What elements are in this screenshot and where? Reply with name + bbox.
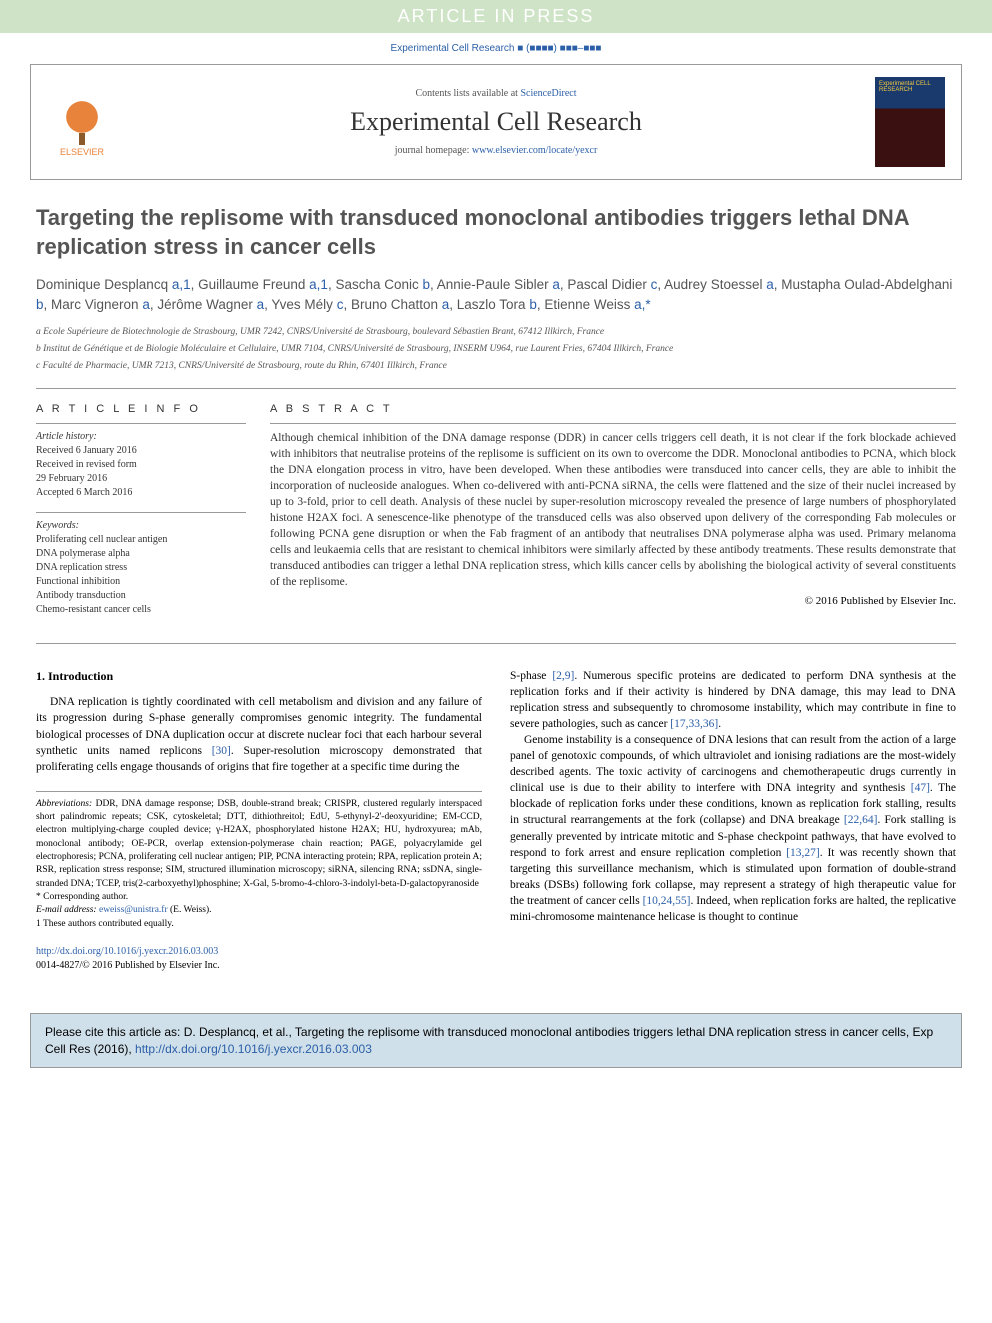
- right-column: S-phase [2,9]. Numerous specific protein…: [510, 668, 956, 973]
- citation-doi-link[interactable]: http://dx.doi.org/10.1016/j.yexcr.2016.0…: [135, 1042, 372, 1056]
- keywords-block: Keywords: Proliferating cell nuclear ant…: [36, 519, 246, 617]
- article-title: Targeting the replisome with transduced …: [36, 204, 956, 261]
- left-column: 1. Introduction DNA replication is tight…: [36, 668, 482, 973]
- cover-title: Experimental CELL RESEARCH: [875, 77, 945, 97]
- history-dates: Received 6 January 2016Received in revis…: [36, 445, 137, 498]
- info-abstract-row: A R T I C L E I N F O Article history: R…: [36, 403, 956, 629]
- doi-link[interactable]: http://dx.doi.org/10.1016/j.yexcr.2016.0…: [36, 946, 218, 957]
- email-link[interactable]: eweiss@unistra.fr: [99, 905, 168, 915]
- intro-para-1: DNA replication is tightly coordinated w…: [36, 694, 482, 774]
- abstract-column: A B S T R A C T Although chemical inhibi…: [270, 403, 956, 629]
- affiliation-b: b Institut de Génétique et de Biologie M…: [36, 343, 956, 356]
- article-history-block: Article history: Received 6 January 2016…: [36, 430, 246, 500]
- right-para-1: S-phase [2,9]. Numerous specific protein…: [510, 668, 956, 732]
- corresponding-author-footnote: * Corresponding author.: [36, 891, 482, 904]
- issn-line: 0014-4827/© 2016 Published by Elsevier I…: [36, 960, 220, 971]
- elsevier-tree-icon: [57, 87, 107, 137]
- doi-block: http://dx.doi.org/10.1016/j.yexcr.2016.0…: [36, 945, 482, 973]
- journal-cover-thumbnail: Experimental CELL RESEARCH: [875, 77, 945, 167]
- equal-contribution-footnote: 1 These authors contributed equally.: [36, 918, 482, 931]
- intro-heading: 1. Introduction: [36, 668, 482, 685]
- contents-lists-line: Contents lists available at ScienceDirec…: [133, 88, 859, 99]
- abstract-heading: A B S T R A C T: [270, 403, 956, 415]
- article-in-press-banner: ARTICLE IN PRESS: [0, 0, 992, 33]
- journal-homepage-line: journal homepage: www.elsevier.com/locat…: [133, 145, 859, 156]
- authors-list: Dominique Desplancq a,1, Guillaume Freun…: [36, 275, 956, 316]
- citation-box: Please cite this article as: D. Desplanc…: [30, 1013, 962, 1069]
- homepage-link[interactable]: www.elsevier.com/locate/yexcr: [472, 145, 597, 156]
- keywords-list: Proliferating cell nuclear antigenDNA po…: [36, 534, 167, 615]
- abbreviations-footnote: Abbreviations: DDR, DNA damage response;…: [36, 798, 482, 891]
- right-para-2: Genome instability is a consequence of D…: [510, 732, 956, 925]
- email-footnote: E-mail address: eweiss@unistra.fr (E. We…: [36, 904, 482, 917]
- article-info-heading: A R T I C L E I N F O: [36, 403, 246, 415]
- elsevier-logo: ELSEVIER: [47, 82, 117, 162]
- elsevier-label: ELSEVIER: [60, 147, 104, 157]
- divider: [36, 388, 956, 389]
- journal-header-box: ELSEVIER Contents lists available at Sci…: [30, 64, 962, 180]
- history-label: Article history:: [36, 431, 97, 442]
- journal-reference-line: Experimental Cell Research ■ (■■■■) ■■■–…: [0, 33, 992, 60]
- sciencedirect-link[interactable]: ScienceDirect: [520, 88, 576, 99]
- copyright-line: © 2016 Published by Elsevier Inc.: [270, 595, 956, 607]
- header-center: Contents lists available at ScienceDirec…: [133, 88, 859, 156]
- abstract-text: Although chemical inhibition of the DNA …: [270, 430, 956, 591]
- article-main: Targeting the replisome with transduced …: [0, 184, 992, 993]
- affiliation-c: c Faculté de Pharmacie, UMR 7213, CNRS/U…: [36, 360, 956, 373]
- affiliation-a: a Ecole Supérieure de Biotechnologie de …: [36, 326, 956, 339]
- body-columns: 1. Introduction DNA replication is tight…: [36, 668, 956, 973]
- article-info-column: A R T I C L E I N F O Article history: R…: [36, 403, 246, 629]
- footnotes-block: Abbreviations: DDR, DNA damage response;…: [36, 791, 482, 931]
- journal-name: Experimental Cell Research: [133, 107, 859, 137]
- keywords-label: Keywords:: [36, 520, 79, 531]
